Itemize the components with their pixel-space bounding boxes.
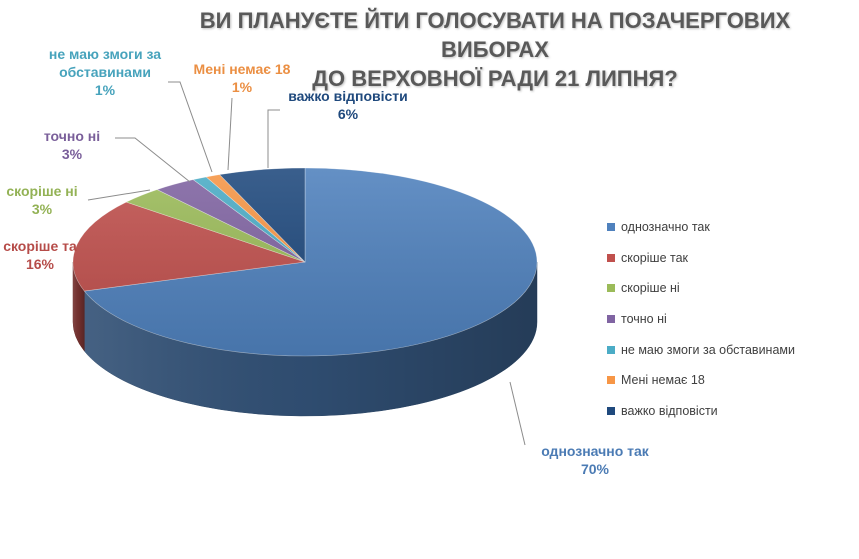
data-labels: однозначно так 70% скоріше та 16% скоріше ні… bbox=[3, 46, 650, 477]
legend-swatch-6 bbox=[607, 406, 615, 415]
data-label-5: Мені немає 18 1% bbox=[194, 61, 291, 95]
legend-swatch-4 bbox=[607, 345, 615, 354]
legend-item-1: скоріше так bbox=[607, 243, 795, 274]
leader-line-3 bbox=[115, 137, 191, 183]
legend-item-0: однозначно так bbox=[607, 212, 795, 243]
legend-item-4: не маю змоги за обставинами bbox=[607, 334, 795, 365]
data-label-0: однозначно так 70% bbox=[541, 443, 650, 477]
legend-swatch-3 bbox=[607, 315, 615, 324]
leader-lines bbox=[87, 81, 526, 446]
data-label-3: точно ні 3% bbox=[44, 128, 100, 162]
pie-top-gloss bbox=[73, 168, 537, 356]
leader-line-2 bbox=[87, 189, 151, 201]
legend-item-3: точно ні bbox=[607, 304, 795, 335]
legend-swatch-5 bbox=[607, 376, 615, 385]
legend-label-5: Мені немає 18 bbox=[621, 373, 705, 388]
legend-label-0: однозначно так bbox=[621, 220, 710, 235]
legend-label-6: важко відповісти bbox=[621, 403, 718, 418]
legend-item-5: Мені немає 18 bbox=[607, 365, 795, 396]
data-label-2: скоріше ні 3% bbox=[6, 183, 77, 217]
data-label-1: скоріше та 16% bbox=[3, 238, 77, 272]
leader-line-4 bbox=[168, 81, 213, 173]
pie-sides bbox=[72, 261, 538, 417]
legend-swatch-1 bbox=[607, 253, 615, 262]
data-label-4: не маю змоги за обставинами 1% bbox=[49, 46, 161, 98]
legend-swatch-2 bbox=[607, 284, 615, 293]
legend-label-3: точно ні bbox=[621, 312, 667, 327]
leader-line-0 bbox=[509, 381, 526, 446]
chart-title-line-2: ДО ВЕРХОВНОЇ РАДИ 21 ЛИПНЯ? bbox=[312, 66, 678, 91]
chart-title-line-1: ВИ ПЛАНУЄТЕ ЙТИ ГОЛОСУВАТИ НА ПОЗАЧЕРГОВ… bbox=[199, 8, 791, 62]
pie-side-shade-0 bbox=[84, 262, 537, 416]
chart-title: ВИ ПЛАНУЄТЕ ЙТИ ГОЛОСУВАТИ НА ПОЗАЧЕРГОВ… bbox=[150, 6, 840, 93]
leader-line-5 bbox=[227, 97, 233, 171]
legend-label-2: скоріше ні bbox=[621, 281, 680, 296]
pie-side-shade-1 bbox=[73, 262, 85, 352]
legend-label-1: скоріше так bbox=[621, 250, 688, 265]
legend-item-2: скоріше ні bbox=[607, 273, 795, 304]
legend-swatch-0 bbox=[607, 223, 615, 232]
leader-line-6 bbox=[267, 109, 280, 168]
pie-slices bbox=[72, 167, 538, 357]
legend-item-6: важко відповісти bbox=[607, 396, 795, 427]
legend: однозначно так скоріше так скоріше ні точно… bbox=[607, 212, 795, 426]
legend-label-4: не маю змоги за обставинами bbox=[621, 342, 795, 357]
data-label-6: важко відповісти 6% bbox=[288, 88, 408, 122]
